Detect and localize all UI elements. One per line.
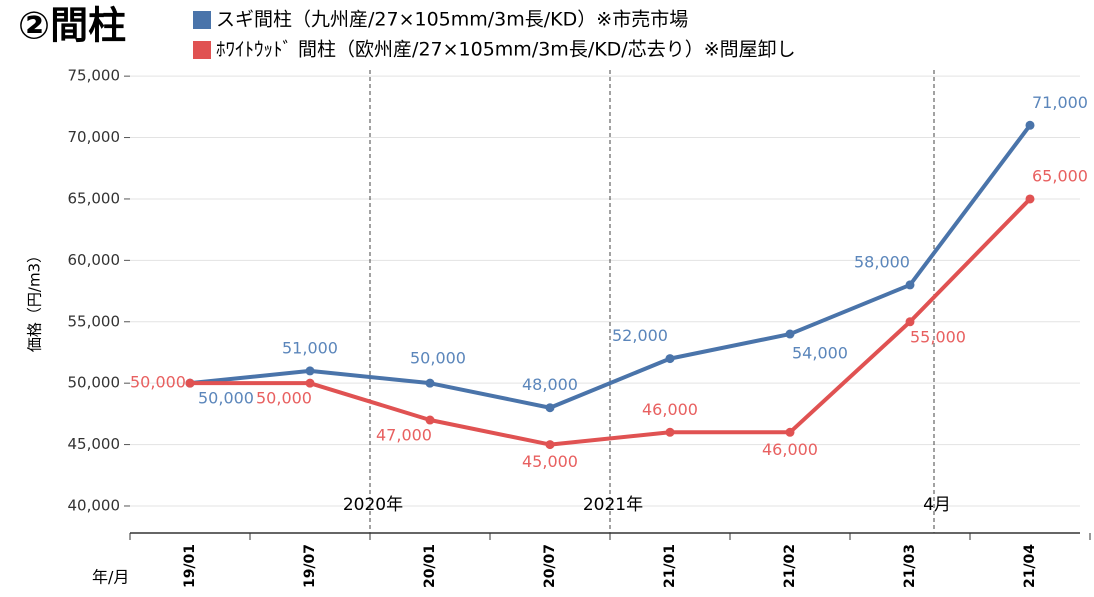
x-tick-label: 21/02 (782, 544, 798, 588)
data-point (1025, 120, 1035, 130)
data-point (425, 415, 435, 425)
annotation: 4月 (923, 495, 951, 515)
y-tick-label: 55,000 (68, 312, 121, 330)
data-point (785, 329, 795, 339)
legend-swatch (193, 41, 211, 59)
x-axis-label: 年/月 (92, 568, 129, 587)
y-tick-label: 50,000 (68, 374, 121, 392)
value-label: 46,000 (642, 400, 698, 419)
value-label: 50,000 (198, 389, 254, 408)
y-tick-label: 40,000 (68, 496, 121, 514)
x-tick-label: 19/07 (302, 544, 318, 588)
y-axis-label: 価格（円/m3） (26, 248, 44, 352)
legend-label: スギ間柱（九州産/27×105mm/3m長/KD）※市売市場 (216, 9, 688, 31)
y-tick-label: 75,000 (68, 67, 121, 85)
legend-label: ﾎﾜｲﾄｳｯﾄﾞ 間柱（欧州産/27×105mm/3m長/KD/芯去り）※問屋卸… (216, 39, 796, 61)
data-point (305, 366, 315, 376)
data-point (665, 354, 675, 364)
series-line (190, 197, 1032, 447)
value-label: 50,000 (256, 389, 312, 408)
value-label: 65,000 (1032, 166, 1088, 185)
value-label: 52,000 (612, 326, 668, 345)
legend-swatch (193, 11, 211, 29)
data-point (545, 440, 555, 450)
x-tick-label: 21/01 (662, 544, 678, 588)
data-point (1025, 194, 1035, 204)
y-tick-label: 70,000 (68, 128, 121, 146)
y-tick-label: 60,000 (68, 251, 121, 269)
x-tick-label: 21/04 (1022, 544, 1038, 588)
data-point (545, 403, 555, 413)
value-label: 71,000 (1032, 93, 1088, 112)
data-point (905, 317, 915, 327)
data-point (665, 427, 675, 437)
data-point (185, 378, 195, 388)
value-label: 50,000 (130, 373, 186, 392)
x-tick-label: 21/03 (902, 544, 918, 588)
value-label: 45,000 (522, 452, 578, 471)
data-point (425, 378, 435, 388)
x-tick-label: 20/07 (542, 544, 558, 588)
series-line (189, 124, 1032, 410)
value-label: 54,000 (792, 344, 848, 363)
annotation: 2021年 (583, 495, 643, 515)
value-label: 48,000 (522, 375, 578, 394)
value-label: 50,000 (410, 349, 466, 368)
chart-title: ②間柱 (18, 4, 126, 48)
y-tick-label: 65,000 (68, 189, 121, 207)
data-point (905, 280, 915, 290)
value-label: 58,000 (854, 252, 910, 271)
x-tick-label: 19/01 (182, 544, 198, 588)
data-point (785, 427, 795, 437)
x-tick-label: 20/01 (422, 544, 438, 588)
annotation: 2020年 (343, 495, 403, 515)
value-label: 51,000 (282, 338, 338, 357)
y-tick-label: 45,000 (68, 435, 121, 453)
data-point (305, 378, 315, 388)
value-label: 55,000 (910, 327, 966, 346)
value-label: 46,000 (762, 440, 818, 459)
value-label: 47,000 (376, 426, 432, 445)
